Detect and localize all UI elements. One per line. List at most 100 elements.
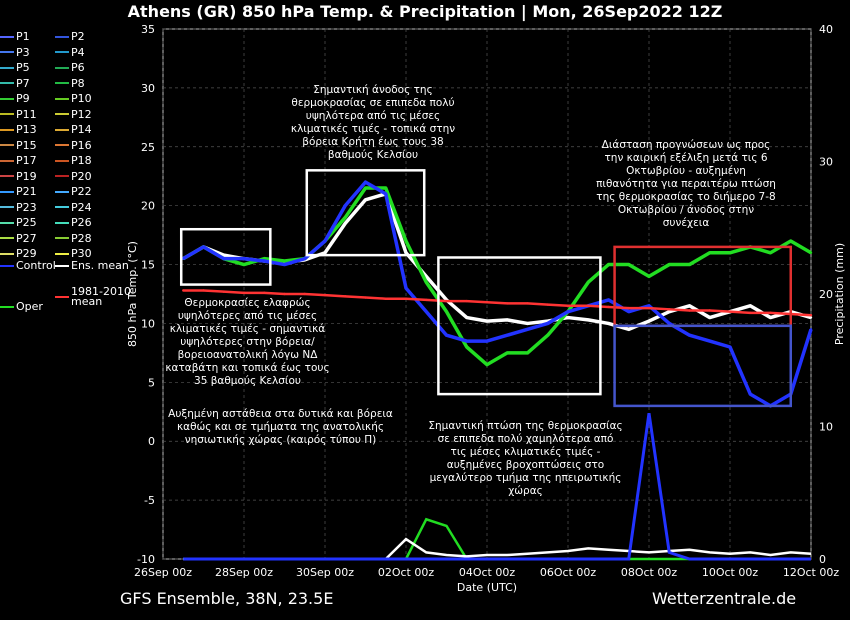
x-tick-label: 28Sep 00z (215, 566, 273, 579)
data-point (627, 328, 630, 331)
data-point (283, 292, 286, 296)
x-axis-label: Date (UTC) (457, 581, 517, 594)
y2-tick-label: 40 (819, 23, 833, 36)
legend-swatch (55, 82, 69, 84)
legend-label: P29 (16, 247, 37, 260)
legend-swatch (0, 97, 14, 100)
legend-item: P18 (55, 154, 92, 167)
data-point (425, 275, 428, 278)
legend-swatch (0, 206, 14, 208)
data-point (445, 334, 448, 337)
legend-label: P9 (16, 92, 30, 105)
annotation-warm-start: Θερμοκρασίες ελαφρώς υψηλότερες από τις … (165, 297, 330, 387)
data-point (506, 302, 509, 305)
data-point (566, 310, 570, 313)
legend-item: P21 (0, 185, 37, 198)
data-point (506, 318, 509, 322)
legend-swatch (0, 51, 14, 53)
legend-item: P13 (0, 123, 37, 136)
data-point (809, 328, 813, 331)
x-tick-label: 08Oct 00z (621, 566, 678, 579)
data-point (344, 216, 347, 219)
data-point (202, 245, 205, 249)
y2-tick-label: 20 (819, 288, 833, 301)
legend-swatch (55, 113, 69, 115)
data-point (485, 301, 489, 304)
data-point (344, 204, 347, 207)
legend-item: P20 (55, 170, 92, 183)
legend-item: P11 (0, 108, 37, 121)
x-tick-label: 04Oct 00z (459, 566, 516, 579)
legend-swatch (0, 66, 14, 69)
legend-item: P19 (0, 170, 37, 183)
legend-swatch (55, 221, 69, 224)
y-tick-label: 0 (148, 435, 155, 448)
legend-item: Control (0, 259, 56, 272)
legend-swatch (0, 128, 14, 131)
data-point (485, 339, 489, 343)
x-tick-label: 02Oct 00z (378, 566, 435, 579)
legend-item: P1 (0, 30, 30, 43)
data-point (242, 263, 246, 266)
legend-item: P30 (55, 247, 92, 260)
legend-label: P6 (71, 61, 85, 74)
legend-label: P3 (16, 45, 30, 59)
series-line-1981-2010-mean (183, 289, 812, 317)
data-point (283, 263, 286, 266)
y-tick-label: 20 (141, 200, 155, 213)
data-point (364, 180, 367, 184)
legend-label: P28 (71, 231, 92, 245)
data-point (526, 351, 529, 355)
data-point (263, 291, 266, 295)
x-tick-label: 12Oct 00z (783, 566, 840, 579)
legend-swatch (0, 305, 14, 308)
box-warm-start (179, 227, 272, 286)
legend-label: P18 (71, 154, 92, 167)
data-point (182, 289, 185, 292)
y-tick-label: -5 (144, 494, 155, 507)
data-point (769, 311, 772, 315)
legend-item: P27 (0, 232, 37, 245)
data-point (222, 257, 225, 260)
data-point (688, 334, 691, 337)
data-point (344, 222, 347, 225)
legend-item: P3 (0, 46, 30, 59)
legend-swatch (0, 35, 14, 38)
data-point (607, 298, 610, 302)
legend-label: P7 (16, 76, 30, 90)
data-point (364, 198, 367, 201)
annotation-rise: Σημαντική άνοδος της θερμοκρασίας σε επι… (290, 84, 456, 161)
legend-label: P1 (16, 30, 30, 43)
data-point (323, 251, 327, 254)
legend-swatch (55, 175, 69, 177)
data-point (425, 310, 428, 313)
legend-label: Control (16, 259, 56, 272)
legend-label: P19 (16, 169, 37, 183)
legend-swatch (0, 113, 14, 115)
legend-item: P15 (0, 139, 37, 152)
data-point (607, 263, 610, 266)
x-tick-label: 26Sep 00z (134, 566, 192, 579)
legend-item: Oper (0, 300, 43, 313)
legend-swatch (0, 221, 14, 224)
legend-item: P26 (55, 216, 92, 229)
data-point (647, 319, 651, 323)
y-tick-label: 25 (141, 141, 155, 154)
y2-tick-label: 30 (819, 156, 833, 169)
y2-tick-label: 10 (819, 421, 833, 434)
legend-item: P12 (55, 108, 92, 121)
data-point (809, 316, 813, 319)
data-point (384, 192, 387, 196)
data-point (222, 290, 225, 293)
data-point (202, 289, 205, 292)
legend-item: P9 (0, 92, 30, 105)
legend-item: P24 (55, 201, 92, 214)
data-point (303, 257, 306, 260)
data-point (708, 251, 711, 254)
legend-item: 1981-2010 mean (55, 286, 131, 307)
legend-item: P25 (0, 216, 37, 229)
legend-label: P17 (16, 154, 37, 167)
precip-line-control (183, 413, 811, 561)
legend-swatch (0, 252, 14, 255)
data-point (506, 334, 509, 337)
